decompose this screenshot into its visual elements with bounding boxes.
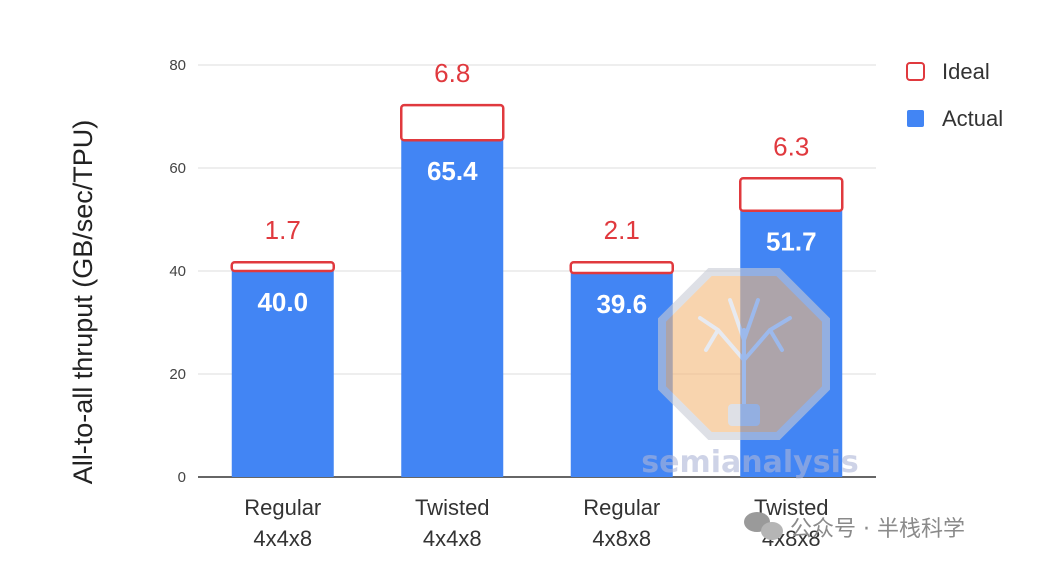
x-tick-label: 4x8x8 <box>592 526 651 551</box>
data-label-ideal: 1.7 <box>265 215 301 245</box>
wechat-icon <box>744 512 783 540</box>
legend-label-actual: Actual <box>942 106 1003 131</box>
x-tick-label: 4x4x8 <box>423 526 482 551</box>
watermark-brand-text: semianalysis <box>641 445 858 480</box>
y-tick-label: 20 <box>169 366 186 383</box>
x-tick-label: Regular <box>583 495 660 520</box>
x-tick-label: 4x4x8 <box>253 526 312 551</box>
data-label-actual: 39.6 <box>596 289 647 319</box>
bar-ideal <box>739 177 844 212</box>
legend-swatch-actual <box>907 110 924 127</box>
x-tick-label: Regular <box>244 495 321 520</box>
legend: Ideal Actual <box>906 59 1003 131</box>
y-tick-label: 40 <box>169 263 186 280</box>
watermark-account: 公众号 · 半栈科学 <box>744 512 965 542</box>
bar-ideal <box>230 260 335 273</box>
data-label-ideal: 6.3 <box>773 131 809 161</box>
bar-ideal <box>400 103 505 142</box>
data-label-actual: 51.7 <box>766 227 817 257</box>
y-tick-label: 80 <box>169 57 186 74</box>
data-label-ideal: 6.8 <box>434 58 470 88</box>
bar-actual <box>570 273 673 477</box>
y-axis-title: All-to-all thruput (GB/sec/TPU) <box>68 120 98 485</box>
data-label-ideal: 2.1 <box>604 215 640 245</box>
legend-swatch-ideal <box>906 62 925 81</box>
y-tick-label: 60 <box>169 160 186 177</box>
bar-actual <box>401 140 504 477</box>
legend-label-ideal: Ideal <box>942 59 990 84</box>
x-tick-label: Twisted <box>415 495 490 520</box>
data-label-actual: 65.4 <box>427 156 478 186</box>
data-label-actual: 40.0 <box>257 287 308 317</box>
bar-actual <box>231 271 334 477</box>
y-axis-ticks: 0 20 40 60 80 <box>169 57 186 486</box>
bars: 40.0 1.7 65.4 6.8 39.6 2.1 51.7 6.3 <box>230 58 844 477</box>
watermark-account-text: 公众号 · 半栈科学 <box>790 517 965 542</box>
x-axis-labels: Regular4x4x8Twisted4x4x8Regular4x8x8Twis… <box>244 495 828 551</box>
bar-ideal <box>569 260 674 275</box>
y-tick-label: 0 <box>178 469 186 486</box>
watermark-brand: semianalysis <box>641 268 859 480</box>
